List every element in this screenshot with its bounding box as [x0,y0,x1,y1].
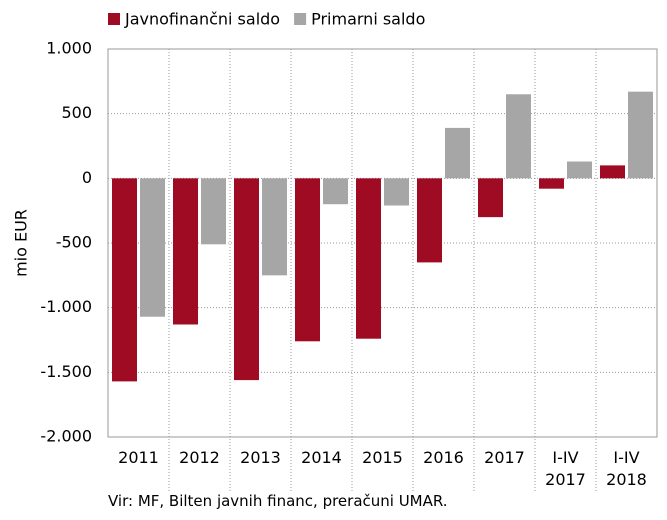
y-tick-label: -2.000 [40,427,92,446]
bar [234,178,259,381]
bar [628,91,653,179]
bar [478,178,503,218]
bar [384,178,409,206]
bar [356,178,381,339]
y-tick-label: -1.500 [40,362,92,381]
bar [323,178,348,205]
bar [140,178,165,317]
x-tick-label: 2017 [484,448,525,467]
x-tick-label: 2013 [240,448,281,467]
y-tick-label: 500 [61,103,92,122]
x-tick-label: 2016 [423,448,464,467]
bar [539,178,564,189]
legend-label: Primarni saldo [311,10,425,29]
x-tick-label: I-IV 2017 [545,448,586,489]
bar [295,178,320,342]
y-axis-label: mio EUR [12,209,31,277]
y-tick-label: -1.000 [40,297,92,316]
bar [262,178,287,276]
bar [201,178,226,245]
x-tick-label: 2012 [179,448,220,467]
y-tick-label: -500 [56,233,92,252]
y-tick-label: 1.000 [46,39,92,58]
bar [445,127,470,179]
x-tick-label: 2015 [362,448,403,467]
bar [600,165,625,179]
legend-swatch [294,13,307,25]
bar [567,161,592,179]
bar [173,178,198,325]
bar [417,178,442,263]
y-tick-label: 0 [82,168,92,187]
legend-label: Javnofinančni saldo [124,10,280,29]
source-note: Vir: MF, Bilten javnih financ, preračuni… [108,492,448,510]
plot-border [107,48,658,438]
x-tick-label: 2011 [118,448,159,467]
legend-swatch [108,13,120,25]
bar [112,178,137,382]
x-tick-label: 2014 [301,448,342,467]
bar [506,94,531,179]
x-tick-label: I-IV 2018 [606,448,647,489]
